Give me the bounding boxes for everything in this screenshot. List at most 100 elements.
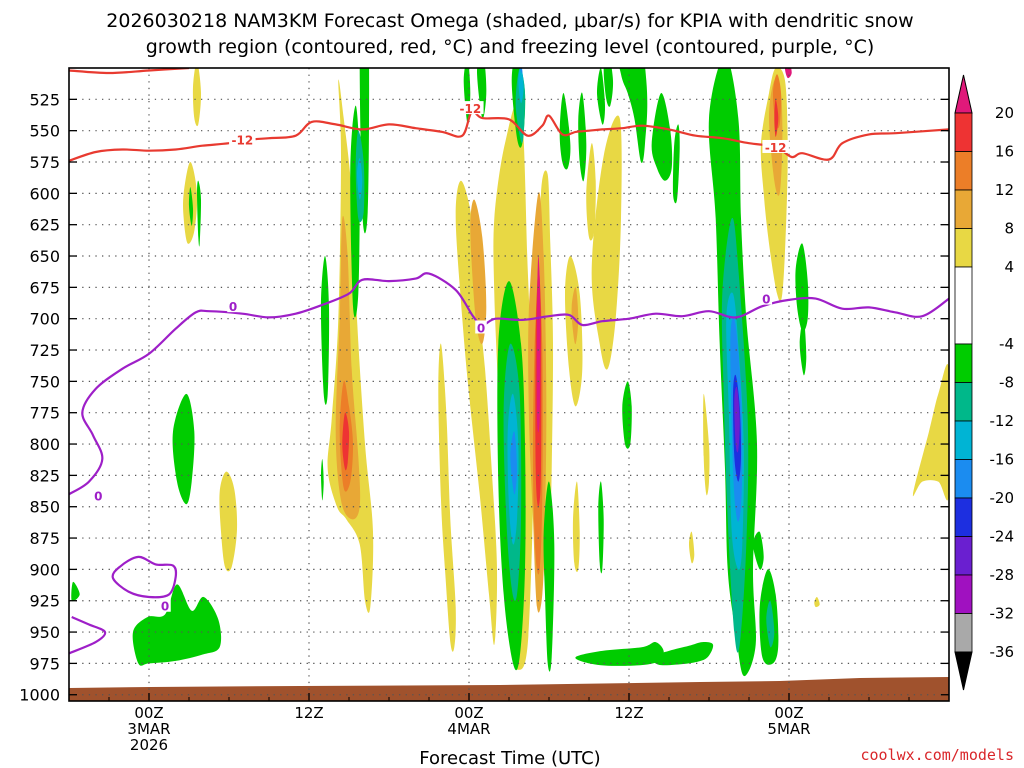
grid-lines <box>69 68 949 701</box>
contour-label-dendritic-12C-2: -12 <box>765 141 787 155</box>
credit-text: coolwx.com/models <box>860 746 1014 764</box>
omega-region-74 <box>912 364 949 501</box>
contour-label-bg-dendritic-12C-2 <box>762 139 789 153</box>
contour-label-dendritic-12C-1: -12 <box>459 102 481 116</box>
chart-title-line-1: 2026030218 NAM3KM Forecast Omega (shaded… <box>106 10 913 32</box>
contour-label-freezing-0C-loop-0: 0 <box>161 600 169 614</box>
colorbar-label-11: -28 <box>990 566 1015 584</box>
colorbar-level-12 <box>954 613 973 653</box>
omega-region-42 <box>572 481 580 572</box>
contour-label-bg-dendritic-12C-0 <box>229 132 256 146</box>
pressure-axis: 525 550 575 600 625 650 675 700 725 750 775 800 825 8… <box>19 90 949 705</box>
y-tick-label-525: 525 <box>29 90 60 109</box>
omega-region-53 <box>575 642 664 666</box>
y-tick-label-750: 750 <box>29 372 60 391</box>
omega-region-32 <box>519 68 523 74</box>
colorbar-label-0: 20 <box>995 104 1014 122</box>
contour-label-freezing-0C-2: 0 <box>477 321 485 335</box>
omega-region-54 <box>651 642 714 666</box>
omega-region-55 <box>689 531 695 564</box>
colorbar-label-8: -16 <box>990 451 1015 469</box>
omega-region-66 <box>766 600 775 648</box>
colorbar-label-13: -36 <box>990 643 1015 661</box>
omega-shading <box>71 68 949 676</box>
y-tick-label-650: 650 <box>29 247 60 266</box>
omega-region-18 <box>357 158 363 200</box>
omega-region-43 <box>578 92 587 182</box>
y-tick-label-725: 725 <box>29 341 60 360</box>
y-tick-label-875: 875 <box>29 529 60 548</box>
y-tick-label-850: 850 <box>29 498 60 517</box>
colorbar-level-6 <box>954 382 973 422</box>
colorbar-level-9 <box>954 497 973 537</box>
y-tick-label-550: 550 <box>29 122 60 141</box>
contour-label-dendritic-12C-0: -12 <box>231 133 253 147</box>
omega-region-6 <box>132 584 222 666</box>
colorbar-level-4 <box>954 266 973 345</box>
x-tick-label-72-2: 5MAR <box>767 720 810 738</box>
x-tick-label-24-3: 2026 <box>130 736 168 754</box>
y-tick-label-900: 900 <box>29 560 60 579</box>
colorbar-label-7: -12 <box>990 412 1015 430</box>
y-tick-label-1000: 1000 <box>19 686 60 705</box>
y-tick-label-800: 800 <box>29 435 60 454</box>
x-tick-label-72-1: 00Z <box>774 704 803 722</box>
y-tick-label-700: 700 <box>29 310 60 329</box>
colorbar-label-1: 16 <box>995 143 1014 161</box>
omega-region-7 <box>71 581 80 602</box>
contour-label-bg-freezing-0C-loop-0 <box>159 598 171 612</box>
colorbar-label-2: 12 <box>995 181 1014 199</box>
y-tick-label-825: 825 <box>29 466 60 485</box>
colorbar-label-10: -24 <box>990 528 1015 546</box>
colorbar-level-5 <box>954 343 973 383</box>
contour-freezing-0C-loop <box>111 555 178 599</box>
contour-label-bg-dendritic-12C-1 <box>457 101 484 115</box>
omega-region-19 <box>438 343 456 652</box>
contour-freezing-0C-low <box>69 615 107 655</box>
omega-region-20 <box>455 180 498 646</box>
omega-region-47 <box>603 68 614 107</box>
omega-region-22 <box>476 68 487 119</box>
colorbar-top-arrow <box>954 74 973 114</box>
contour-dendritic-12C-top <box>69 68 190 75</box>
omega-region-45 <box>591 115 622 370</box>
colorbar-level-11 <box>954 574 973 614</box>
y-tick-label-950: 950 <box>29 623 60 642</box>
colorbar-label-6: -8 <box>999 374 1014 392</box>
colorbar-bottom-arrow <box>954 651 973 691</box>
colorbar-level-2 <box>954 189 973 229</box>
contour-label-bg-freezing-0C-2 <box>475 320 487 334</box>
contour-freezing-0C <box>69 272 949 496</box>
contour-label-bg-freezing-0C-0 <box>92 488 105 502</box>
y-tick-label-775: 775 <box>29 404 60 423</box>
colorbar-level-3 <box>954 228 973 268</box>
colorbar-label-5: -4 <box>999 335 1014 353</box>
omega-region-8 <box>151 619 171 649</box>
omega-region-29 <box>510 431 517 495</box>
omega-region-2 <box>188 187 194 226</box>
omega-region-1 <box>192 68 202 127</box>
x-tick-label-24-1: 00Z <box>134 704 163 722</box>
y-tick-label-625: 625 <box>29 216 60 235</box>
x-axis-label: Forecast Time (UTC) <box>419 748 600 768</box>
colorbar-level-0 <box>954 112 973 152</box>
omega-region-10 <box>321 459 324 501</box>
colorbar-level-1 <box>954 151 973 191</box>
chart-title-line-2: growth region (contoured, red, °C) and f… <box>146 36 875 58</box>
colorbar-level-10 <box>954 536 973 576</box>
omega-region-41 <box>571 287 579 345</box>
colorbar-label-3: 8 <box>1004 220 1014 238</box>
omega-region-65 <box>753 531 764 570</box>
contour-label-freezing-0C-0: 0 <box>94 489 102 503</box>
omega-region-49 <box>619 68 648 163</box>
omega-region-51 <box>651 92 673 181</box>
colorbar-level-8 <box>954 459 973 499</box>
omega-region-63 <box>734 386 740 453</box>
omega-region-14 <box>342 412 350 471</box>
colorbar-label-12: -32 <box>990 605 1015 623</box>
omega-region-70 <box>774 99 779 137</box>
omega-region-5 <box>172 393 195 505</box>
y-tick-label-675: 675 <box>29 278 60 297</box>
omega-region-52 <box>672 124 680 204</box>
